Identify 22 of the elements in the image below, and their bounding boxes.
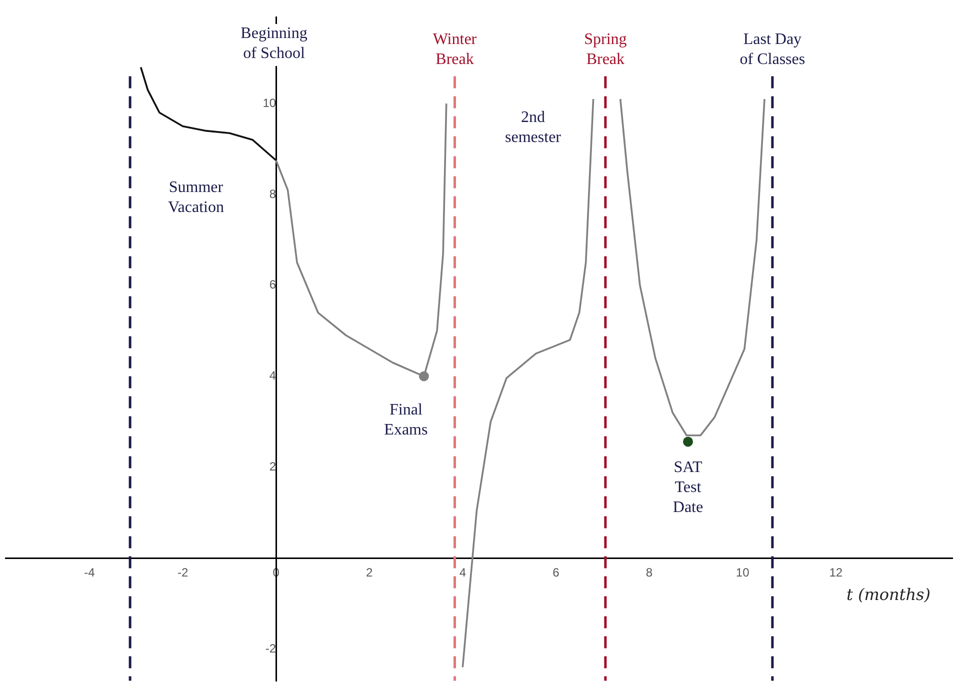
y-tick-label: 10	[262, 96, 276, 110]
ref-line-label: Spring Break	[584, 31, 627, 68]
y-tick-label: 2	[269, 459, 276, 474]
x-tick-label: 2	[366, 566, 374, 580]
y-tick-label: -2	[265, 641, 276, 656]
x-tick-label: 10	[736, 566, 750, 580]
annotation: Summer Vacation	[168, 179, 224, 216]
annotation: 2nd semester	[505, 109, 562, 146]
x-tick-label: -4	[84, 566, 96, 580]
ref-line-label: Winter Break	[432, 31, 478, 68]
annotation: Final Exams	[384, 401, 428, 438]
x-tick-label: 8	[646, 566, 653, 580]
x-axis-title: t (months)	[846, 585, 930, 604]
x-tick-label: 4	[459, 566, 466, 580]
x-tick-label: 6	[552, 566, 560, 580]
x-tick-label: -2	[177, 566, 188, 580]
y-tick-label: 6	[269, 278, 276, 292]
annotation: Beginning of School	[240, 25, 308, 62]
annotation: SAT Test Date	[672, 458, 704, 516]
y-tick-label: 8	[269, 186, 276, 201]
x-tick-label: 12	[829, 566, 843, 580]
ref-line-label: Last Day of Classes	[740, 31, 806, 68]
